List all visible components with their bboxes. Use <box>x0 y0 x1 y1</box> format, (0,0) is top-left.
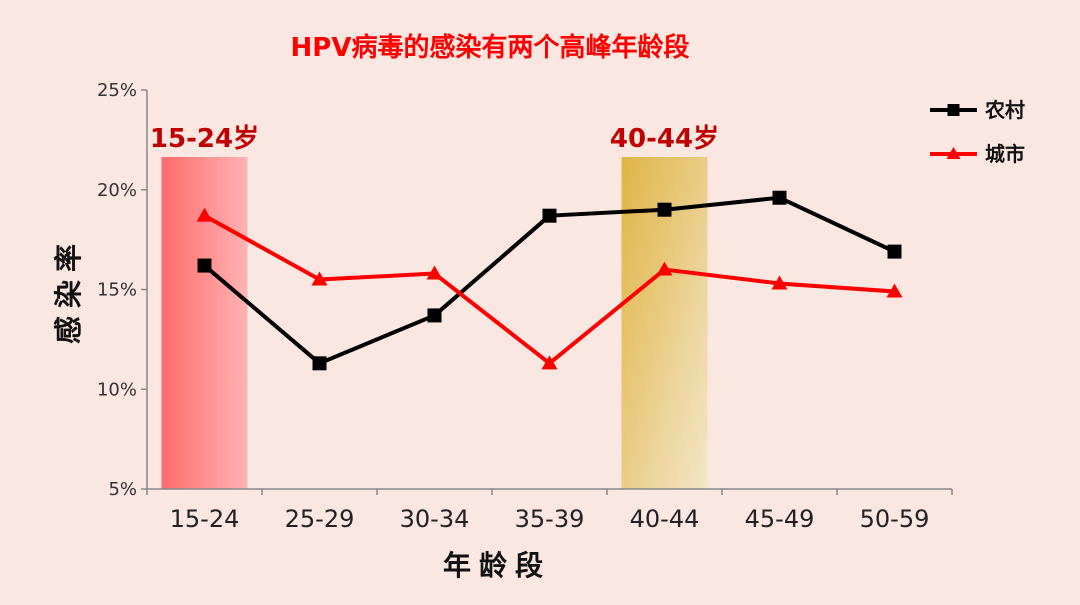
highlight-label: 15-24岁 <box>150 123 259 154</box>
y-tick-label: 10% <box>97 379 137 400</box>
data-point <box>426 265 443 280</box>
x-tick-label: 45-49 <box>745 505 815 533</box>
y-tick-label: 25% <box>97 80 137 101</box>
x-tick-label: 25-29 <box>285 505 355 533</box>
x-tick-label: 35-39 <box>515 505 585 533</box>
data-point <box>772 190 787 205</box>
chart-title: HPV病毒的感染有两个高峰年龄段 <box>291 32 690 63</box>
data-point <box>312 356 327 371</box>
x-tick-label: 50-59 <box>860 505 930 533</box>
series-line <box>203 213 895 366</box>
highlight-label: 40-44岁 <box>610 123 719 154</box>
data-point <box>886 283 903 298</box>
x-tick-label: 30-34 <box>400 505 470 533</box>
legend-label: 农村 <box>984 98 1025 122</box>
y-axis-title: 感染率 <box>52 236 85 344</box>
data-point <box>541 355 558 370</box>
data-point <box>656 261 673 276</box>
data-point <box>887 244 902 259</box>
data-point <box>311 271 328 286</box>
legend-label: 城市 <box>985 142 1025 166</box>
data-point <box>657 202 672 217</box>
data-point <box>197 258 212 273</box>
data-point <box>771 275 788 290</box>
legend-marker <box>946 147 961 159</box>
y-tick-label: 5% <box>108 479 137 500</box>
data-point <box>427 308 442 323</box>
legend-marker <box>947 104 960 116</box>
highlight-band <box>161 157 248 489</box>
y-tick-label: 20% <box>97 180 137 201</box>
x-axis-title: 年龄段 <box>443 549 551 582</box>
data-point <box>196 207 213 222</box>
x-tick-label: 15-24 <box>170 505 240 533</box>
y-tick-label: 15% <box>97 280 137 301</box>
x-tick-label: 40-44 <box>630 505 700 533</box>
data-point <box>542 208 557 223</box>
